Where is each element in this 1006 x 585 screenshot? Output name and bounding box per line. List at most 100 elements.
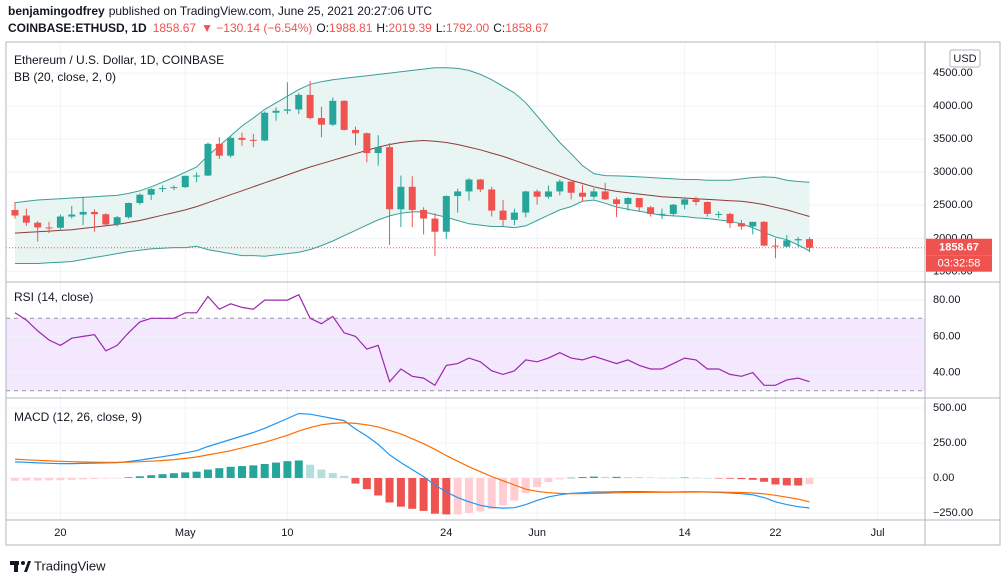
histogram-bar [169, 473, 178, 478]
histogram-bar [578, 476, 587, 478]
rsi-band [6, 318, 925, 391]
candle-body [658, 213, 666, 215]
ohlc-value: 2019.39 [388, 21, 432, 35]
indicator-title: BB (20, close, 2, 0) [14, 70, 116, 84]
candle-body [34, 222, 42, 228]
ohlc-label: O: [316, 21, 329, 35]
candle-body [295, 94, 303, 110]
footer-brand: TradingView [34, 558, 106, 573]
band-fill [15, 67, 810, 264]
candle-body [159, 188, 167, 190]
candle-body [544, 191, 552, 197]
ohlc-label: L: [436, 21, 446, 35]
candle-body [170, 187, 178, 189]
candle-body [488, 189, 496, 211]
histogram-bar [272, 462, 281, 478]
histogram-bar [158, 474, 167, 478]
histogram-bar [45, 477, 54, 481]
candle-body [533, 191, 541, 197]
candle-body [737, 223, 745, 227]
candle-body [340, 100, 348, 130]
candle-body [703, 202, 711, 214]
logo-part [24, 561, 31, 572]
histogram-bar [794, 477, 803, 486]
histogram-bar [544, 477, 553, 483]
x-tick-label: 10 [281, 527, 293, 539]
currency-box[interactable] [949, 49, 981, 68]
x-tick-label: May [175, 527, 196, 539]
candle-body [556, 181, 564, 192]
candle-body [56, 216, 64, 228]
histogram-bar [748, 477, 757, 480]
candle-body [317, 118, 325, 125]
histogram-bar [805, 477, 814, 485]
change: ▼ −130.14 (−6.54%) [201, 21, 312, 35]
histogram-bar [771, 477, 780, 485]
macd-line [14, 422, 810, 503]
candle-body [193, 175, 201, 177]
candle-body [567, 181, 575, 193]
histogram-bar [79, 477, 88, 480]
y-tick-label: 3500.00 [933, 133, 973, 145]
x-tick-label: 20 [54, 527, 66, 539]
histogram-bar [487, 477, 496, 509]
chart-title: Ethereum / U.S. Dollar, 1D, COINBASE [14, 53, 224, 67]
candle-body [147, 189, 155, 195]
histogram-bar [465, 477, 473, 513]
candle-body [272, 110, 280, 113]
histogram-bar [124, 477, 133, 478]
histogram-bar [555, 477, 564, 480]
candle-body [397, 186, 405, 210]
indicator-title: MACD (12, 26, close, 9) [14, 410, 142, 424]
logo-part [14, 561, 18, 572]
histogram-bar [601, 476, 610, 478]
currency[interactable]: USD [953, 53, 976, 65]
histogram-bar [226, 466, 235, 478]
histogram-bar [203, 469, 212, 478]
candle-body [181, 175, 189, 188]
candle-body [90, 211, 98, 215]
candle-body [102, 214, 110, 225]
price-label: 1858.67 [939, 242, 979, 254]
x-tick-label: Jun [528, 527, 546, 539]
candle-body [499, 210, 507, 220]
upper-band [14, 67, 810, 204]
x-tick-label: Jul [871, 527, 885, 539]
histogram-bar [680, 477, 689, 479]
histogram-bar [442, 477, 451, 515]
middle-band [14, 139, 810, 234]
histogram-bar [453, 477, 462, 515]
histogram-bar [669, 477, 678, 479]
x-tick-label: 24 [440, 527, 452, 539]
candle-body [45, 227, 53, 229]
histogram-bar [67, 477, 76, 480]
candle-body [113, 217, 121, 225]
histogram-bar [408, 477, 417, 509]
y-tick-label: 250.00 [933, 437, 967, 449]
candle-body [454, 191, 462, 197]
candle-body [692, 199, 700, 202]
plot-area: 20May1024Jun1422Jul1500.002000.002500.00… [6, 42, 992, 539]
histogram-bar [714, 477, 723, 479]
histogram-bar [760, 477, 769, 482]
y-tick-label: 60.00 [933, 330, 961, 342]
ohlc-value: 1858.67 [505, 21, 549, 35]
histogram-bar [657, 477, 666, 479]
histogram-bar [135, 476, 144, 478]
histogram-bar [113, 477, 122, 479]
candle-body [579, 192, 586, 197]
histogram-bar [612, 476, 621, 478]
candle-body [374, 147, 382, 154]
rsi-line [14, 293, 810, 387]
candle-body [635, 198, 643, 208]
histogram-bar [192, 471, 201, 478]
histogram-bar [726, 477, 735, 479]
candle-body [22, 215, 30, 223]
price-label-box [926, 238, 992, 256]
histogram-bar [90, 477, 99, 479]
candle-body [136, 194, 144, 203]
candle-body [408, 186, 416, 210]
y-tick-label: 80.00 [933, 294, 961, 306]
candle-body [352, 129, 359, 134]
histogram-bar [521, 477, 530, 494]
